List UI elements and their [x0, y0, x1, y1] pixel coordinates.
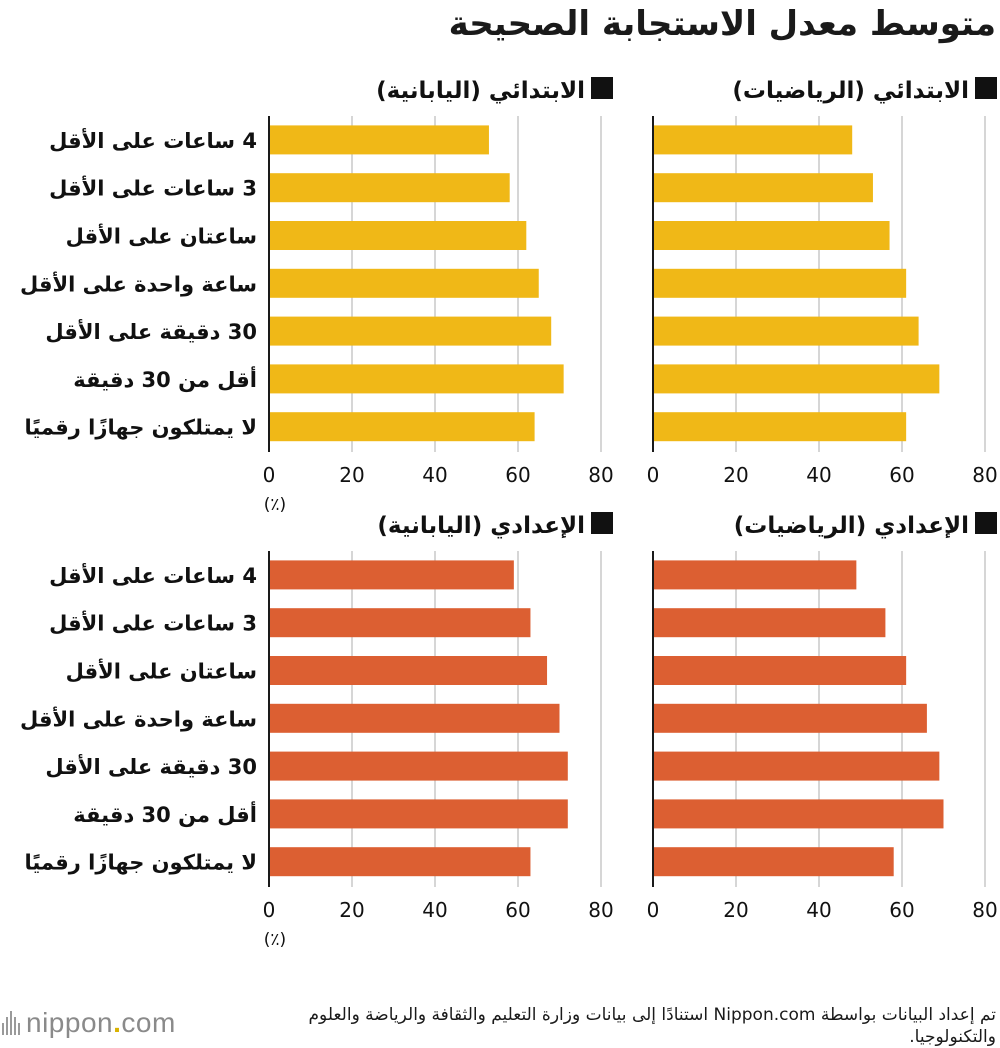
- panel-title: الابتدائي (اليابانية): [376, 78, 585, 104]
- nippon-logo: nippon.com: [2, 1006, 176, 1040]
- tick-label: 20: [723, 463, 748, 487]
- category-label: ساعة واحدة على الأقل: [20, 705, 257, 731]
- panel-marker-icon: [591, 77, 613, 99]
- category-label: لا يمتلكون جهازًا رقميًا: [24, 416, 257, 440]
- tick-label: 20: [339, 463, 364, 487]
- panel-marker-icon: [975, 77, 997, 99]
- bar: [269, 412, 535, 442]
- bar: [653, 703, 927, 733]
- category-label: ساعتان على الأقل: [66, 658, 257, 684]
- tick-label: 0: [647, 463, 660, 487]
- page-title: متوسط معدل الاستجابة الصحيحة: [448, 4, 996, 44]
- logo-dot: .: [113, 1007, 122, 1038]
- bar: [269, 173, 510, 203]
- category-label: 3 ساعات على الأقل: [49, 175, 257, 201]
- tick-label: 60: [505, 898, 530, 922]
- tick-label: 60: [889, 898, 914, 922]
- source-note: تم إعداد البيانات بواسطة Nippon.com استن…: [308, 1005, 996, 1047]
- tick-label: 20: [339, 898, 364, 922]
- category-label: 4 ساعات على الأقل: [49, 562, 257, 588]
- bar: [653, 268, 907, 298]
- tick-label: 40: [806, 463, 831, 487]
- x-unit-label: (٪): [264, 495, 286, 515]
- category-label: 30 دقيقة على الأقل: [45, 318, 257, 344]
- category-label: أقل من 30 دقيقة: [73, 365, 257, 392]
- bar: [269, 847, 531, 877]
- panel-marker-icon: [975, 512, 997, 534]
- panel-title: الابتدائي (الرياضيات): [732, 78, 969, 104]
- bar: [653, 608, 886, 638]
- bar: [653, 560, 857, 590]
- tick-label: 60: [889, 463, 914, 487]
- tick-label: 20: [723, 898, 748, 922]
- bar: [269, 268, 539, 298]
- logo-tld: com: [121, 1007, 176, 1038]
- bar: [269, 364, 564, 394]
- logo-brand: nippon: [26, 1007, 114, 1038]
- tick-label: 60: [505, 463, 530, 487]
- bar: [653, 799, 944, 829]
- bar: [269, 799, 568, 829]
- bar: [653, 316, 919, 346]
- category-label: 3 ساعات على الأقل: [49, 610, 257, 636]
- tick-label: 0: [263, 898, 276, 922]
- tick-label: 80: [972, 463, 997, 487]
- category-label: 30 دقيقة على الأقل: [45, 753, 257, 779]
- bar: [653, 847, 894, 877]
- tick-label: 80: [588, 898, 613, 922]
- bar: [653, 364, 940, 394]
- tick-label: 40: [806, 898, 831, 922]
- logo-bars-icon: [2, 1011, 20, 1035]
- bar: [653, 125, 853, 155]
- tick-label: 0: [647, 898, 660, 922]
- panel-title: الإعدادي (الرياضيات): [734, 513, 969, 539]
- bar: [653, 751, 940, 781]
- bar: [269, 125, 489, 155]
- bar: [269, 560, 514, 590]
- panel-marker-icon: [591, 512, 613, 534]
- category-label: 4 ساعات على الأقل: [49, 127, 257, 153]
- x-unit-label: (٪): [264, 930, 286, 950]
- bar: [269, 316, 552, 346]
- tick-label: 40: [422, 463, 447, 487]
- tick-label: 40: [422, 898, 447, 922]
- bar: [653, 173, 873, 203]
- category-label: ساعتان على الأقل: [66, 223, 257, 249]
- tick-label: 80: [972, 898, 997, 922]
- bar: [269, 751, 568, 781]
- bar: [269, 221, 527, 250]
- bar: [269, 656, 548, 685]
- bar: [653, 221, 890, 250]
- category-label: أقل من 30 دقيقة: [73, 800, 257, 827]
- category-label: ساعة واحدة على الأقل: [20, 270, 257, 296]
- category-label: لا يمتلكون جهازًا رقميًا: [24, 851, 257, 875]
- tick-label: 80: [588, 463, 613, 487]
- bar-charts: الابتدائي (الرياضيات) 0 20 40 60 80 الابتدائي …: [20, 77, 998, 950]
- panel-title: الإعدادي (اليابانية): [377, 513, 585, 539]
- tick-label: 0: [263, 463, 276, 487]
- bar: [653, 656, 907, 685]
- bar: [269, 608, 531, 638]
- bar: [269, 703, 560, 733]
- bar: [653, 412, 907, 442]
- logo-wordmark: nippon.com: [26, 1007, 176, 1039]
